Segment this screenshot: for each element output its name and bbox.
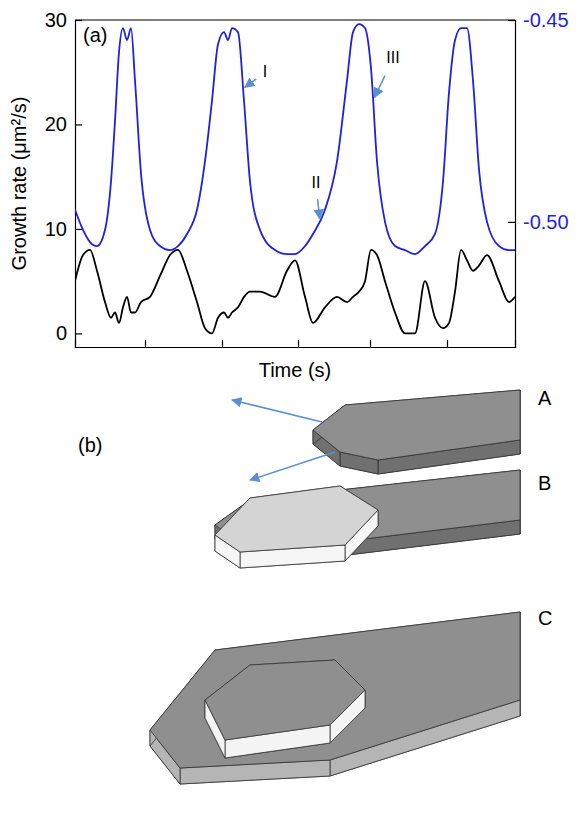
y-axis-tick-mark [75,124,82,125]
crystal-b-top [215,486,378,552]
y2-axis-tick-label: -0.50 [523,211,569,233]
annotation-arrow [375,76,385,98]
annotation-arrow [245,79,256,87]
y-axis-tick: 10 [45,218,82,240]
y-axis-tick-label: 10 [45,218,67,240]
plot-area [75,24,515,333]
crystal-c-top [205,660,365,740]
y-axis-tick-label: 30 [45,9,67,31]
y2-axis: -0.45 -0.50 [508,9,569,348]
slab-a [313,390,520,474]
slab-b [215,470,520,562]
y-axis: 0 10 20 30 [45,9,82,348]
x-axis-line [76,340,516,348]
series-line [75,24,515,254]
y-axis-tick-mark [75,333,82,334]
series-line [75,250,515,334]
y-axis-tick: 0 [56,322,82,344]
x-axis-tick-mark [145,340,146,347]
figure: 0 10 20 30 -0.45 -0.50 Time (s) Growth rate (μm… [0,0,577,828]
x-axis-tick [370,340,371,347]
x-axis-tick-mark [370,340,371,347]
x-axis [76,340,516,348]
y2-axis-tick: -0.50 [508,211,569,233]
y2-axis-tick-label: -0.45 [523,9,569,31]
y-axis-tick-mark [75,229,82,230]
slab-c-top [150,612,520,768]
y2-axis-tick-mark [508,222,515,223]
slab-a-top [313,390,520,460]
y-axis-line [76,21,83,348]
x-axis-tick-mark [222,340,223,347]
y-axis-tick: 20 [45,113,82,135]
x-axis-tick [145,340,146,347]
x-axis-tick [222,340,223,347]
annotation-text: III [386,49,399,66]
annotation-text: II [312,174,321,191]
x-axis-tick-mark [298,340,299,347]
panel-label: (a) [83,24,107,46]
diagram-label: B [538,472,551,494]
y-axis-title: Growth rate (μm²/s) [8,97,30,271]
panel-label: (b) [78,434,102,456]
y2-axis-tick: -0.45 [508,9,569,31]
crystal-b [215,486,378,568]
diagram-arrow [232,400,322,422]
annotation-arrow [318,199,320,219]
diagram-label: C [538,607,552,629]
diagram [150,390,520,784]
crystal-c [205,660,365,758]
y-axis-tick-label: 0 [56,322,67,344]
x-axis-tick [447,340,448,347]
slab-c [150,612,520,784]
plot-frame [75,19,515,20]
annotation-text: I [263,63,267,80]
x-axis-tick [298,340,299,347]
annotations: IIIIII [245,49,400,219]
diagram-arrow [250,452,335,480]
x-axis-tick-mark [447,340,448,347]
diagram-label: A [538,387,552,409]
x-axis-title: Time (s) [259,359,332,381]
y-axis-tick-label: 20 [45,113,67,135]
